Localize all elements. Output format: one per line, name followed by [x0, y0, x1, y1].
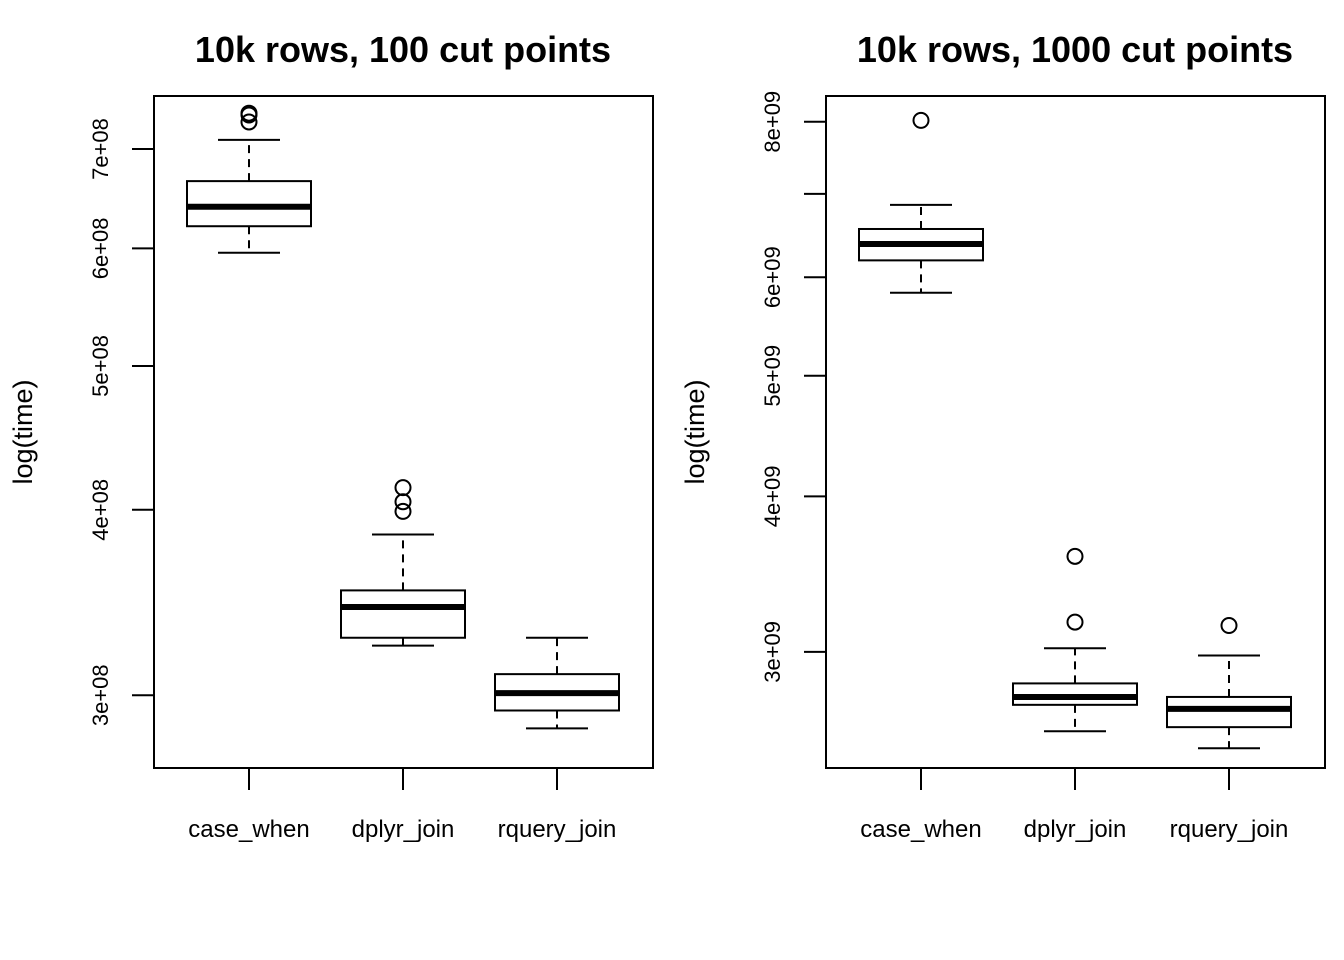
left-y-tick-label: 5e+08 [88, 335, 113, 397]
right-y-tick-label: 3e+09 [760, 621, 785, 683]
left-chart-title: 10k rows, 100 cut points [195, 29, 611, 70]
right-x-tick-label: rquery_join [1170, 816, 1289, 843]
right-y-tick-label: 4e+09 [760, 465, 785, 527]
right-y-tick-label: 8e+09 [760, 91, 785, 153]
left-y-tick-label: 7e+08 [88, 118, 113, 180]
right-y-tick-label: 6e+09 [760, 246, 785, 308]
right-y-tick-label: 5e+09 [760, 345, 785, 407]
right-boxplot-panel: 10k rows, 1000 cut points log(time) 3e+0… [680, 29, 1326, 843]
left-x-tick-label: dplyr_join [352, 816, 455, 843]
left-y-tick-label: 4e+08 [88, 479, 113, 541]
right-x-tick-label: case_when [860, 816, 981, 843]
right-dplyr-join-outlier [1066, 613, 1084, 631]
left-y-axis-label: log(time) [8, 379, 38, 484]
right-x-tick-label: dplyr_join [1024, 816, 1127, 843]
right-case-when-outlier [912, 111, 930, 129]
left-dplyr-join-outlier [394, 479, 412, 497]
left-case-when-outlier [240, 104, 258, 122]
left-dplyr-join-outlier [394, 502, 412, 520]
right-plot-marks: 3e+09 4e+09 5e+09 6e+09 8e+09 case_when dplyr_… [760, 91, 1292, 843]
left-boxplot-panel: 10k rows, 100 cut points log(time) 3e+08… [8, 29, 654, 843]
right-chart-title: 10k rows, 1000 cut points [857, 29, 1293, 70]
left-dplyr-join-outlier [394, 493, 412, 511]
right-rquery-join-outlier [1220, 617, 1238, 635]
right-y-axis-label: log(time) [680, 379, 710, 484]
left-plot-marks: 3e+08 4e+08 5e+08 6e+08 7e+08 case_when dplyr_… [88, 104, 620, 843]
left-x-tick-label: rquery_join [498, 816, 617, 843]
right-rquery-join-box [1166, 695, 1292, 729]
left-case-when-box [186, 180, 312, 228]
left-y-tick-label: 6e+08 [88, 218, 113, 280]
left-dplyr-join-box [340, 589, 466, 639]
right-dplyr-join-outlier [1066, 547, 1084, 565]
left-case-when-outlier [240, 113, 258, 131]
left-y-tick-label: 3e+08 [88, 664, 113, 726]
left-x-tick-label: case_when [188, 816, 309, 843]
